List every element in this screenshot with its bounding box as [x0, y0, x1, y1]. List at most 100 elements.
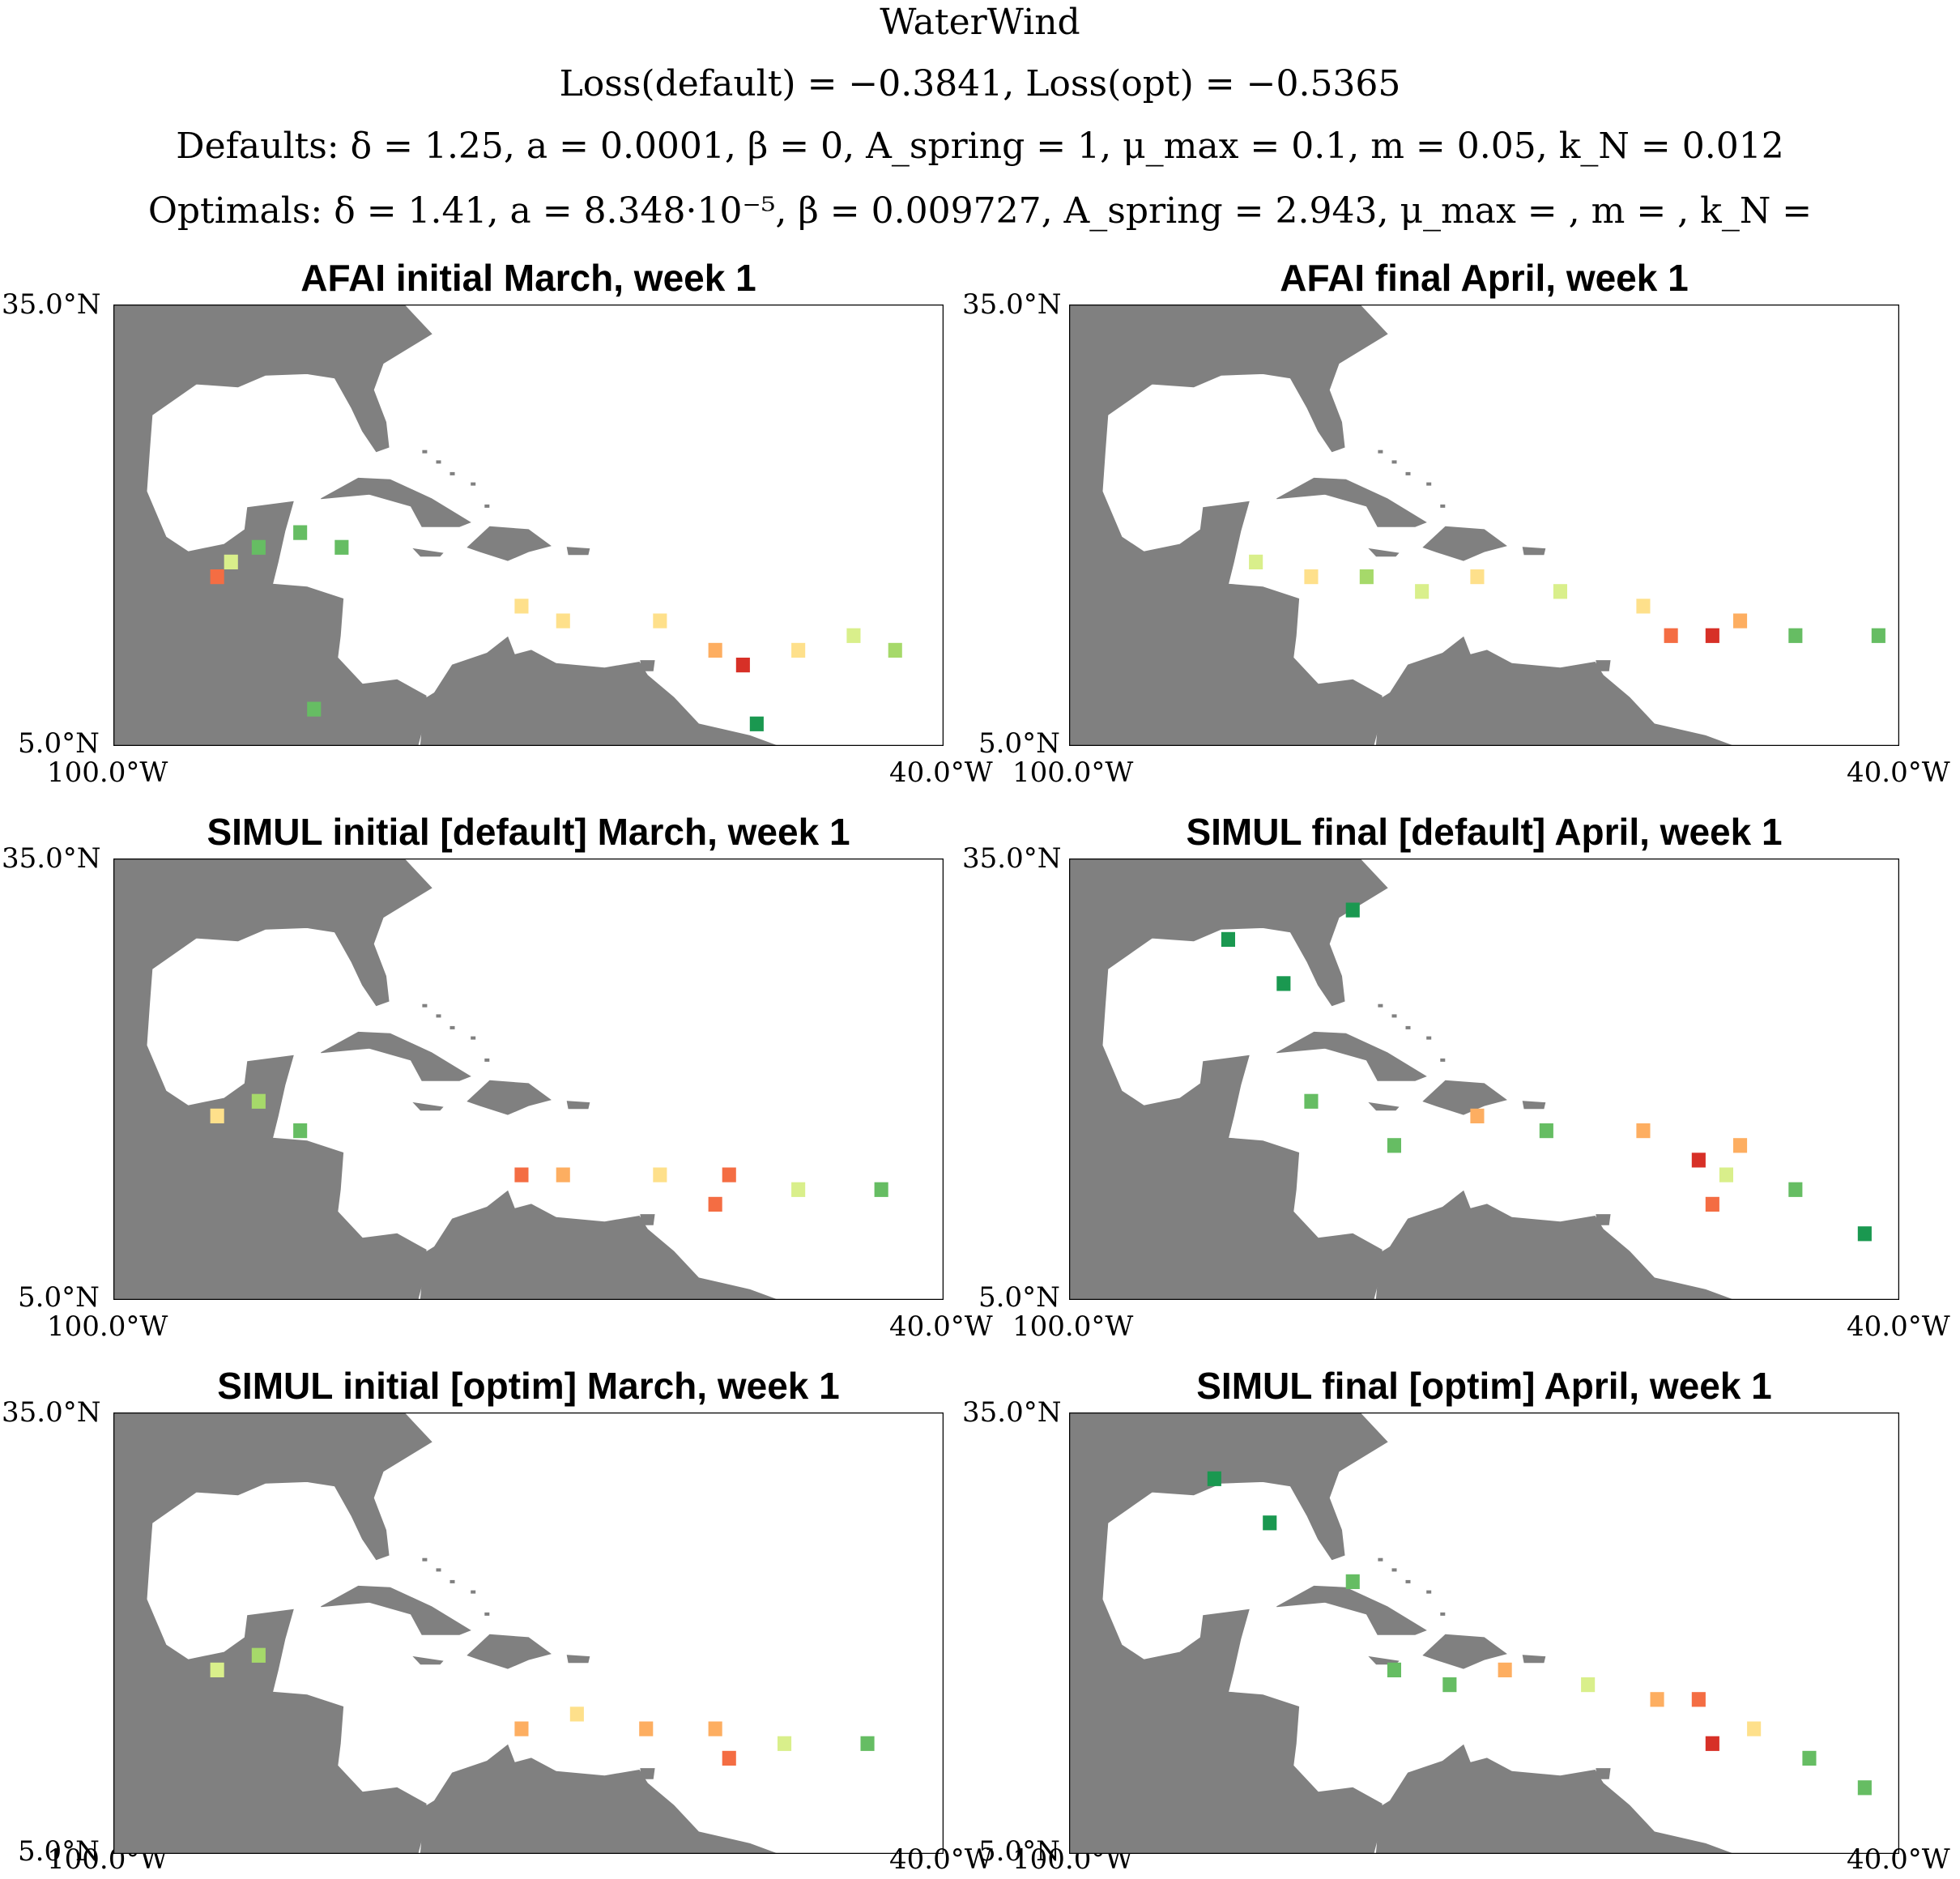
map-frame — [113, 305, 944, 746]
island-mark — [1405, 471, 1411, 475]
figure-title: WaterWind — [880, 2, 1080, 43]
sargassum-cell — [1733, 613, 1748, 628]
sargassum-cell — [1415, 584, 1430, 599]
island-mark — [1405, 1579, 1411, 1583]
sargassum-cell — [1747, 1721, 1762, 1736]
sargassum-cell — [1788, 1182, 1803, 1197]
land-polygon — [113, 859, 432, 1300]
sargassum-cell — [1387, 1138, 1401, 1153]
island-mark — [422, 1557, 428, 1562]
island-mark — [1426, 1590, 1432, 1594]
sargassum-cell — [1581, 1677, 1596, 1693]
sargassum-cell — [1304, 569, 1319, 585]
land-polygon — [1596, 660, 1611, 671]
sargassum-cell — [1857, 1226, 1872, 1242]
panel-4-ytick-top: 35.0°N — [962, 842, 1062, 875]
map-panel-6 — [1069, 1412, 1899, 1854]
island-mark — [422, 450, 428, 454]
sargassum-cell — [1498, 1662, 1512, 1677]
sargassum-cell — [1359, 569, 1374, 585]
sargassum-cell — [1345, 902, 1360, 918]
land-polygon — [467, 1634, 552, 1669]
panel-4-ytick-bottom: 5.0°N — [978, 1281, 1060, 1314]
sargassum-cell — [735, 658, 750, 673]
land-polygon — [1276, 1031, 1427, 1081]
island-mark — [1378, 450, 1383, 454]
sargassum-cell — [1470, 569, 1485, 585]
sargassum-cell — [708, 1196, 722, 1212]
map-plot-2 — [1069, 305, 1899, 746]
panel-5-title: SIMUL initial [optim] March, week 1 — [217, 1365, 840, 1407]
land-polygon — [1276, 477, 1427, 527]
panel-1-ytick-bottom: 5.0°N — [18, 727, 100, 760]
sargassum-cell — [307, 701, 322, 717]
panel-1-title: AFAI initial March, week 1 — [300, 257, 756, 299]
sargassum-cell — [1442, 1677, 1457, 1693]
island-mark — [1440, 1058, 1446, 1062]
sargassum-cell — [1553, 584, 1567, 599]
panel-6-ytick-top: 35.0°N — [962, 1396, 1062, 1429]
map-frame — [1069, 305, 1899, 746]
sargassum-cell — [251, 1093, 266, 1109]
sargassum-cell — [1470, 1108, 1485, 1123]
sargassum-cell — [1636, 599, 1651, 614]
land-polygon — [420, 1744, 778, 1854]
land-polygon — [113, 1412, 432, 1854]
sargassum-cell — [1636, 1123, 1651, 1139]
land-polygon — [1522, 1101, 1546, 1110]
land-polygon — [1375, 1744, 1734, 1854]
land-polygon — [640, 1768, 655, 1779]
island-mark — [484, 504, 490, 508]
land-polygon — [1596, 1768, 1611, 1779]
sargassum-cell — [1387, 1662, 1401, 1677]
sargassum-cell — [653, 1167, 667, 1182]
sargassum-cell — [514, 599, 529, 614]
island-mark — [1378, 1557, 1383, 1562]
sargassum-cell — [1249, 554, 1263, 569]
panel-3-title: SIMUL initial [default] March, week 1 — [207, 811, 850, 853]
sargassum-cell — [1705, 628, 1719, 643]
island-mark — [1378, 1003, 1383, 1008]
land-polygon — [1596, 1214, 1611, 1225]
sargassum-cell — [778, 1736, 792, 1751]
land-polygon — [412, 548, 444, 557]
sargassum-cell — [1650, 1692, 1664, 1707]
panel-1-xtick-left: 100.0°W — [47, 756, 168, 789]
island-mark — [436, 1014, 441, 1018]
panel-2-xtick-left: 100.0°W — [1012, 756, 1134, 789]
sargassum-cell — [293, 1123, 308, 1139]
sargassum-cell — [1733, 1138, 1748, 1153]
land-polygon — [321, 1585, 471, 1635]
panel-4-xtick-right: 40.0°W — [1847, 1310, 1950, 1343]
panel-3-xtick-right: 40.0°W — [889, 1310, 993, 1343]
island-mark — [436, 460, 441, 464]
island-mark — [1440, 504, 1446, 508]
panel-5-ytick-top: 35.0°N — [2, 1396, 101, 1429]
land-polygon — [1522, 1655, 1546, 1664]
sargassum-cell — [293, 525, 308, 540]
map-plot-6 — [1069, 1412, 1899, 1854]
land-polygon — [566, 1655, 590, 1664]
island-mark — [1391, 1014, 1397, 1018]
panel-5-xtick-right: 40.0°W — [889, 1843, 993, 1876]
land-polygon — [1276, 1585, 1427, 1635]
sargassum-cell — [1705, 1196, 1719, 1212]
sargassum-cell — [1802, 1750, 1817, 1766]
island-mark — [450, 471, 455, 475]
panel-5-ytick-bottom: 5.0°N — [18, 1835, 100, 1868]
island-mark — [471, 1590, 476, 1594]
panel-6-ytick-bottom: 5.0°N — [978, 1835, 1060, 1868]
land-polygon — [566, 1101, 590, 1110]
sargassum-cell — [514, 1167, 529, 1182]
map-panel-5 — [113, 1412, 944, 1854]
sargassum-cell — [334, 539, 349, 555]
sargassum-cell — [791, 1182, 806, 1197]
map-frame — [113, 859, 944, 1300]
island-mark — [1391, 460, 1397, 464]
sargassum-cell — [210, 1108, 224, 1123]
map-plot-4 — [1069, 859, 1899, 1300]
sargassum-cell — [1221, 931, 1235, 947]
island-mark — [484, 1612, 490, 1616]
island-mark — [1391, 1568, 1397, 1572]
island-mark — [471, 1036, 476, 1040]
